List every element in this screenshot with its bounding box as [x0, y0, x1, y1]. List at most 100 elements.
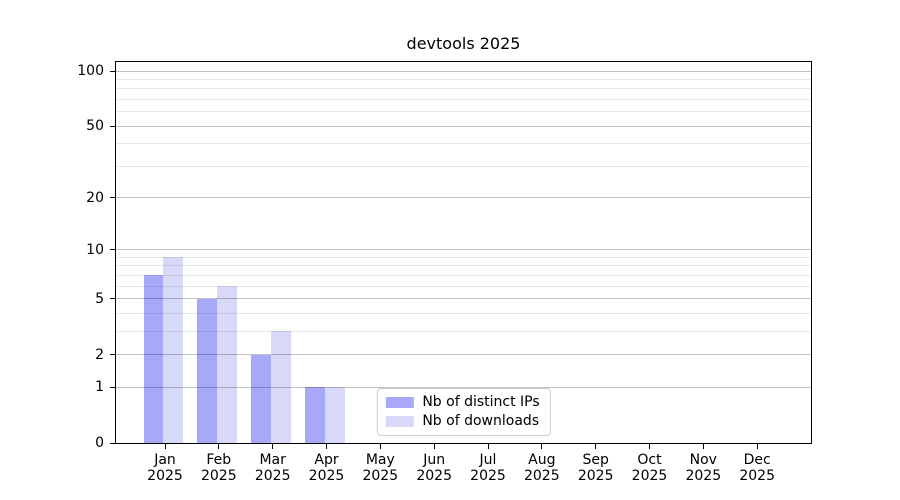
bar-distinct-ips-mar: [251, 354, 271, 443]
gridline-3: [116, 330, 811, 332]
x-tick-label-sep: Sep 2025: [578, 452, 614, 484]
x-tick-mark: [649, 444, 650, 449]
x-tick-month: Jan: [154, 452, 176, 468]
bar-distinct-ips-jan: [143, 275, 164, 443]
gridline-50: [116, 125, 811, 127]
x-tick-label-jul: Jul 2025: [470, 452, 506, 484]
legend-item-distinct-ips: Nb of distinct IPs: [385, 394, 540, 410]
x-tick-month: Oct: [637, 452, 662, 468]
x-tick-mark: [541, 444, 543, 449]
legend-label-distinct-ips: Nb of distinct IPs: [422, 394, 540, 410]
y-tick-label-1: 1: [95, 379, 104, 396]
x-tick-year: 2025: [147, 468, 183, 484]
legend-label-downloads: Nb of downloads: [422, 413, 540, 429]
y-tick-label-0: 0: [95, 435, 104, 451]
x-tick-year: 2025: [308, 468, 345, 484]
x-tick-year: 2025: [416, 468, 453, 484]
x-tick-label-jun: Jun 2025: [416, 452, 452, 484]
y-tick-label-100: 100: [77, 63, 104, 79]
x-tick-month: Aug: [528, 452, 556, 468]
x-tick-year: 2025: [523, 468, 560, 484]
x-tick-label-aug: Aug 2025: [524, 452, 560, 484]
gridline-20: [116, 197, 811, 199]
y-tick-mark: [110, 298, 115, 300]
x-tick-label-jan: Jan 2025: [147, 452, 183, 484]
y-tick-mark: [110, 249, 115, 251]
x-tick-mark: [326, 444, 327, 449]
bar-distinct-ips-feb: [197, 298, 218, 443]
x-tick-month: Dec: [743, 452, 771, 468]
chart-title: devtools 2025: [406, 34, 521, 53]
gridline-5: [116, 298, 811, 300]
x-tick-mark: [164, 444, 166, 449]
x-tick-mark: [379, 444, 381, 449]
gridline-100: [116, 70, 811, 72]
bar-downloads-jan: [163, 257, 184, 443]
y-tick-label-2: 2: [95, 346, 104, 363]
plot-area: Nb of distinct IPs Nb of downloads: [115, 61, 812, 444]
gridline-2: [116, 354, 811, 355]
x-tick-year: 2025: [200, 468, 237, 484]
legend: Nb of distinct IPs Nb of downloads: [376, 388, 551, 436]
x-tick-label-dec: Dec 2025: [739, 452, 775, 484]
x-tick-label-apr: Apr 2025: [309, 452, 345, 484]
x-tick-label-may: May 2025: [362, 452, 398, 484]
gridline-1: [116, 386, 811, 388]
x-tick-label-mar: Mar 2025: [255, 452, 291, 484]
y-tick-mark: [110, 70, 115, 72]
y-tick-mark: [110, 197, 115, 199]
x-tick-month: Jul: [479, 452, 497, 468]
x-tick-year: 2025: [254, 468, 291, 484]
gridline-8: [116, 265, 811, 267]
gridline-30: [116, 165, 811, 167]
x-tick-year: 2025: [739, 468, 776, 484]
gridline-10: [116, 249, 811, 251]
x-tick-month: Sep: [582, 452, 609, 468]
gridline-40: [116, 143, 811, 145]
gridline-60: [116, 111, 811, 113]
gridline-9: [116, 256, 811, 258]
y-tick-mark: [110, 354, 115, 355]
x-tick-month: May: [365, 452, 395, 468]
grid-layer: [116, 62, 811, 443]
x-tick-month: Mar: [259, 452, 286, 468]
bar-downloads-apr: [324, 387, 345, 443]
x-tick-month: Nov: [689, 452, 717, 468]
x-tick-month: Feb: [206, 452, 232, 468]
y-tick-label-20: 20: [86, 189, 104, 206]
x-tick-year: 2025: [631, 468, 668, 484]
bar-distinct-ips-apr: [305, 387, 325, 443]
y-tick-mark: [110, 125, 115, 127]
bars-layer: [116, 62, 811, 443]
gridline-80: [116, 88, 811, 90]
x-tick-label-oct: Oct 2025: [632, 452, 668, 484]
x-tick-label-nov: Nov 2025: [685, 452, 721, 484]
x-tick-month: Apr: [314, 452, 339, 468]
y-tick-mark: [110, 386, 115, 388]
x-tick-mark: [218, 444, 220, 449]
y-tick-mark: [110, 442, 115, 444]
x-tick-mark: [595, 444, 597, 449]
legend-item-downloads: Nb of downloads: [385, 413, 539, 429]
y-tick-label-5: 5: [95, 290, 104, 307]
y-tick-label-10: 10: [86, 241, 104, 258]
x-tick-month: Jun: [423, 452, 446, 468]
gridline-70: [116, 99, 811, 100]
x-tick-mark: [433, 444, 435, 449]
x-tick-mark: [756, 444, 758, 449]
gridline-6: [116, 285, 811, 287]
bar-downloads-feb: [217, 286, 238, 443]
x-tick-mark: [702, 444, 704, 449]
x-tick-year: 2025: [577, 468, 614, 484]
x-tick-year: 2025: [362, 468, 399, 484]
legend-swatch-downloads: [385, 415, 414, 427]
gridline-4: [116, 312, 811, 314]
legend-swatch-distinct-ips: [385, 396, 414, 408]
x-tick-mark: [487, 444, 489, 449]
bar-downloads-mar: [271, 331, 291, 443]
gridline-90: [116, 79, 811, 80]
y-tick-label-50: 50: [86, 118, 104, 135]
x-tick-year: 2025: [685, 468, 722, 484]
x-tick-mark: [272, 444, 274, 449]
